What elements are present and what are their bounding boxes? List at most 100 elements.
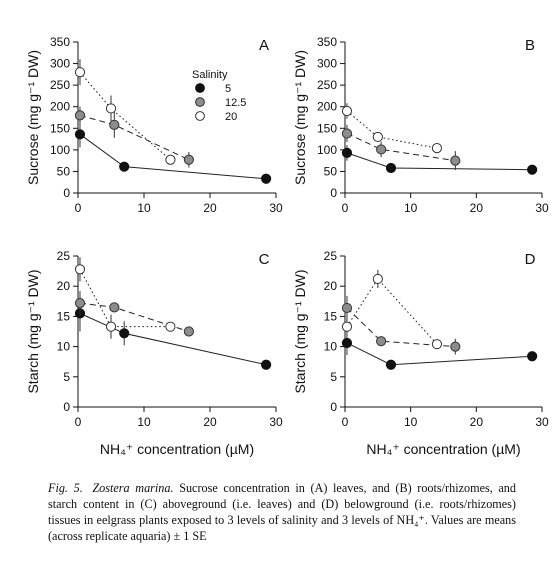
legend-marker: [195, 97, 205, 107]
data-point: [341, 321, 353, 332]
y-tick-label: 15: [324, 309, 338, 323]
y-tick-label: 0: [330, 400, 337, 414]
series-line-20: [346, 278, 438, 345]
data-point: [74, 110, 86, 121]
y-tick-label: 250: [50, 78, 70, 92]
legend-entry: 12.5: [225, 97, 246, 109]
panel-a: 0 50 100 150 200 250 300 350 0 10 20 30 Sucrose (mg …: [25, 35, 283, 215]
x-tick-label: 0: [75, 201, 82, 215]
y-tick-label: 50: [57, 164, 71, 178]
panel-label: B: [525, 37, 535, 54]
panel-label: A: [259, 37, 269, 54]
y-tick-label: 150: [50, 121, 70, 135]
x-tick-label: 10: [404, 201, 418, 215]
data-point: [261, 173, 272, 184]
data-point: [385, 359, 397, 370]
y-tick-label: 100: [317, 143, 337, 157]
data-point: [527, 351, 538, 362]
data-point: [450, 341, 461, 352]
x-tick-label: 30: [269, 201, 283, 215]
legend-entry: 20: [225, 111, 237, 123]
legend-marker: [195, 111, 205, 121]
data-point: [431, 339, 443, 350]
y-tick-label: 350: [50, 35, 70, 49]
panel-b: 0 50 100 150 200 250 300 350 0 10 20 30 Sucrose (mg …: [292, 35, 549, 215]
series-line-12.5: [79, 114, 190, 161]
y-tick-label: 10: [324, 340, 338, 354]
y-tick-label: 10: [57, 340, 71, 354]
series-line-20: [79, 71, 171, 161]
x-axis-label: NH₄⁺ concentration (µM): [366, 441, 520, 457]
data-point: [376, 336, 387, 347]
data-point: [450, 155, 461, 166]
x-tick-label: 30: [535, 415, 549, 429]
x-tick-label: 0: [75, 415, 82, 429]
data-point: [385, 162, 397, 174]
legend-entry: 5: [225, 83, 231, 95]
y-axis-label: Sucrose (mg g⁻¹ DW): [25, 50, 41, 185]
x-tick-label: 0: [342, 415, 349, 429]
panel-c: 0 5 10 15 20 25 0 10 20 30 Starch (mg g⁻¹ DW) NH₄⁺ …: [25, 249, 283, 457]
y-axis-label: Sucrose (mg g⁻¹ DW): [292, 50, 308, 185]
legend: Salinity 5 12.5 20: [192, 69, 246, 123]
x-tick-label: 10: [404, 415, 418, 429]
series-line-20: [346, 110, 438, 149]
caption-lead: Fig. 5.: [48, 481, 83, 495]
y-tick-label: 250: [317, 78, 337, 92]
data-point: [105, 321, 117, 332]
y-tick-label: 200: [50, 100, 70, 114]
data-point: [119, 161, 130, 172]
x-axis-label: NH₄⁺ concentration (µM): [100, 441, 254, 457]
y-tick-label: 300: [317, 57, 337, 71]
y-axis-label: Starch (mg g⁻¹ DW): [25, 269, 41, 393]
data-point: [341, 302, 353, 314]
y-axis-label: Starch (mg g⁻¹ DW): [292, 269, 308, 393]
y-tick-label: 50: [324, 164, 338, 178]
data-point: [109, 302, 120, 313]
data-point: [341, 337, 353, 349]
x-tick-label: 30: [535, 201, 549, 215]
caption-text: Sucrose concentration in (A) leaves, and…: [48, 481, 516, 543]
y-tick-label: 25: [57, 249, 71, 263]
y-tick-label: 0: [63, 400, 70, 414]
data-point: [74, 67, 86, 78]
legend-title: Salinity: [192, 69, 228, 81]
data-point: [341, 128, 353, 139]
data-point: [341, 105, 353, 117]
caption-species: Zostera marina.: [92, 481, 174, 495]
data-point: [109, 119, 120, 130]
x-tick-label: 20: [203, 415, 217, 429]
y-tick-label: 300: [50, 57, 70, 71]
x-tick-label: 10: [137, 415, 151, 429]
x-tick-label: 20: [470, 415, 484, 429]
data-point: [183, 326, 194, 337]
x-tick-label: 0: [342, 201, 349, 215]
y-tick-label: 15: [57, 309, 71, 323]
data-point: [431, 143, 443, 154]
figure-caption: Fig. 5. Zostera marina. Sucrose concentr…: [48, 480, 516, 544]
panel-label: C: [259, 251, 270, 268]
data-point: [372, 273, 383, 285]
y-tick-label: 20: [324, 279, 338, 293]
y-tick-label: 0: [330, 186, 337, 200]
y-tick-label: 25: [324, 249, 338, 263]
panel-d: 0 5 10 15 20 25 0 10 20 30 Starch (mg g⁻¹ DW) NH₄⁺ …: [292, 249, 549, 457]
data-point: [119, 328, 130, 339]
data-point: [341, 147, 353, 158]
data-point: [527, 164, 538, 175]
y-tick-label: 150: [317, 121, 337, 135]
data-point: [74, 264, 86, 275]
data-point: [165, 321, 176, 332]
data-point: [165, 154, 176, 165]
panel-label: D: [525, 251, 536, 268]
series-line-20: [79, 269, 171, 328]
x-tick-label: 30: [269, 415, 283, 429]
series-line-12.5: [346, 133, 456, 162]
data-point: [261, 359, 272, 370]
series-line-12.5: [346, 307, 456, 348]
y-tick-label: 0: [63, 186, 70, 200]
data-point: [74, 298, 86, 309]
y-tick-label: 350: [317, 35, 337, 49]
data-point: [376, 144, 387, 155]
